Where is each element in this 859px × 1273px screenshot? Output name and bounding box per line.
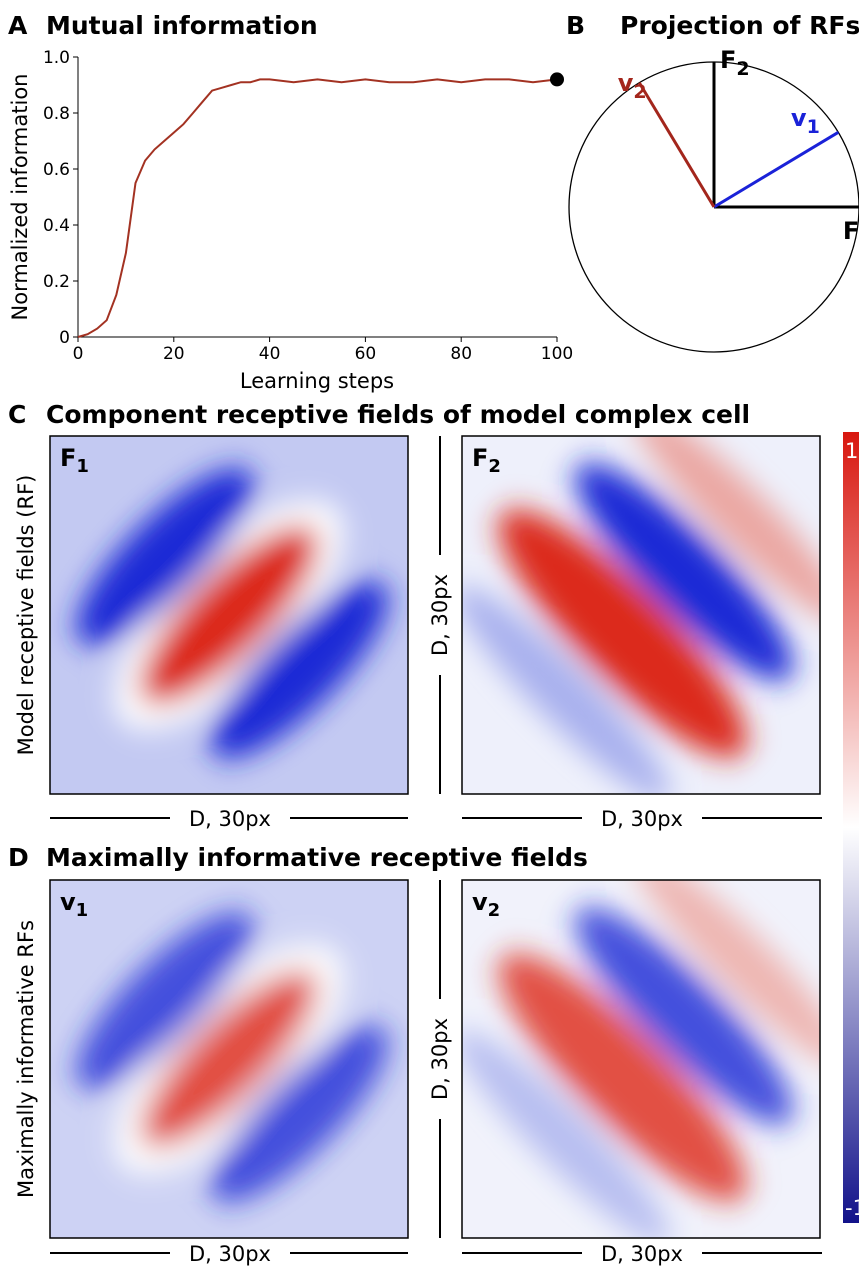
sub: 1 [76, 456, 89, 477]
sub: 2 [488, 456, 501, 477]
heatmap: v2 [461, 879, 821, 1239]
y-tick-label: 0.4 [43, 216, 70, 236]
x-label: D, 30px [189, 807, 271, 831]
chart-title: Projection of RFs [620, 11, 859, 40]
label: v [791, 104, 807, 132]
x-tick-label: 20 [163, 344, 185, 364]
label: v [472, 888, 488, 916]
line [77, 78, 558, 338]
x-tick-label: 60 [355, 344, 377, 364]
label: F [843, 217, 859, 245]
sub: 1 [76, 900, 89, 921]
vector-label: v1 [791, 104, 820, 138]
x-tick-label: 100 [541, 344, 573, 364]
row-label: Model receptive fields (RF) [14, 475, 38, 756]
sub: 2 [736, 58, 749, 80]
y-label: D, 30px [428, 574, 452, 656]
heatmap: F2 [461, 435, 821, 795]
sub: 1 [807, 116, 820, 138]
y-tick-label: 0.6 [43, 160, 70, 180]
vector-chart: F1F2v1v2 [618, 46, 859, 251]
vector [713, 131, 840, 209]
heatmap: v1 [49, 879, 409, 1239]
y-tick-label: 1.0 [43, 48, 70, 68]
label: F [720, 46, 736, 74]
sub: 2 [488, 900, 501, 921]
heatmap-label: v2 [472, 888, 500, 921]
colorbar: 1 -1 [843, 432, 859, 1223]
colorbar-bar [843, 432, 859, 1223]
y-label: D, 30px [428, 1018, 452, 1100]
x-label: D, 30px [601, 1242, 683, 1266]
end-marker [550, 72, 564, 87]
x-tick-label: 80 [450, 344, 472, 364]
x-label: D, 30px [189, 1242, 271, 1266]
y-tick-label: 0 [59, 328, 70, 348]
vector-label: v2 [618, 69, 647, 103]
label: v [60, 888, 76, 916]
chart-title: Mutual information [46, 11, 318, 40]
section-title: Maximally informative receptive fields [46, 843, 588, 872]
panel-letter: B [566, 11, 585, 40]
colorbar-tick-label: -1 [845, 1196, 859, 1220]
label: F [60, 444, 76, 472]
x-axis-label: Learning steps [240, 369, 394, 393]
label: F [472, 444, 488, 472]
heatmap: F1 [49, 435, 409, 795]
x-label: D, 30px [601, 807, 683, 831]
axis-annotation: D, 30px D, 30px D, 30px [50, 880, 822, 1266]
vector [638, 81, 716, 208]
sub: 2 [633, 81, 646, 103]
heatmap-label: F1 [60, 444, 89, 477]
x-tick-label: 40 [259, 344, 281, 364]
vector-label: F2 [720, 46, 750, 80]
label: v [618, 69, 634, 97]
panel-letter: D [8, 843, 29, 872]
y-tick-label: 0.2 [43, 272, 70, 292]
heatmap-label: v1 [60, 888, 88, 921]
row-label: Maximally informative RFs [14, 920, 38, 1198]
panel-letter: C [8, 400, 26, 429]
colorbar-tick-label: 1 [845, 439, 858, 463]
y-axis-label: Normalized information [8, 74, 32, 321]
section-title: Component receptive fields of model comp… [46, 400, 750, 429]
heatmap-label: F2 [472, 444, 501, 477]
axis-annotation: D, 30px D, 30px D, 30px [50, 436, 822, 831]
panel-letter: A [8, 11, 28, 40]
vector-label: F1 [843, 217, 859, 251]
line-chart: 0 20 40 60 80 100 0 0.2 0.4 0.6 0.8 1.0 [43, 48, 573, 364]
x-tick-label: 0 [73, 344, 84, 364]
y-tick-label: 0.8 [43, 104, 70, 124]
